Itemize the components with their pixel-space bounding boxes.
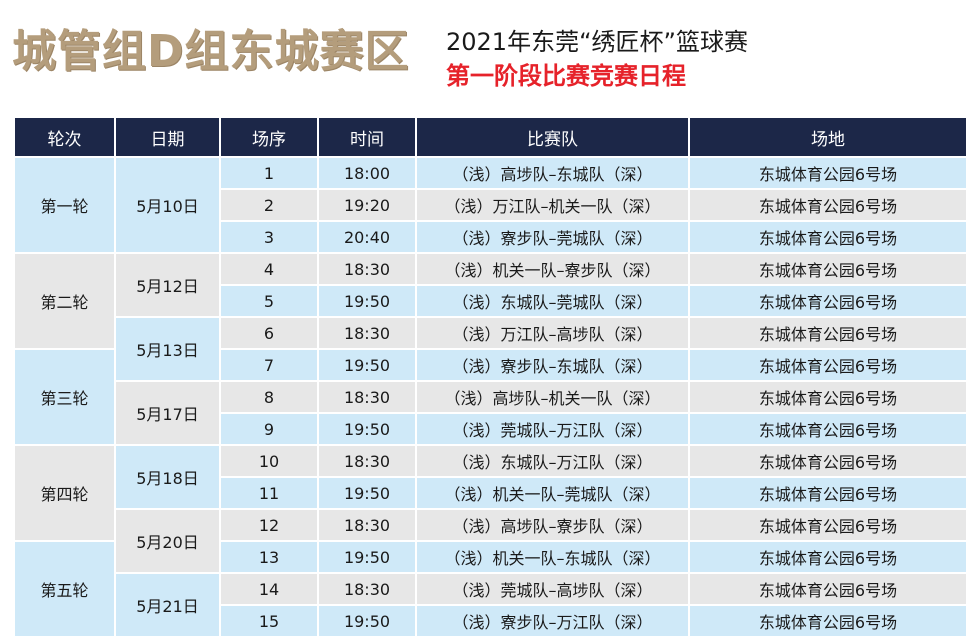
match-time: 19:50 [319, 286, 415, 316]
match-venue: 东城体育公园6号场 [690, 446, 966, 476]
match-time: 18:30 [319, 254, 415, 284]
date-cell: 5月10日 [116, 158, 219, 252]
schedule-subtitle: 第一阶段比赛竞赛日程 [446, 62, 686, 90]
match-number: 14 [221, 574, 317, 604]
match-teams: （浅）寮步队–东城队（深） [417, 350, 688, 380]
round-cell: 第五轮 [15, 542, 114, 636]
page-title: 城管组D组东城赛区 [12, 26, 410, 77]
match-teams: （浅）东城队–莞城队（深） [417, 286, 688, 316]
date-cell: 5月21日 [116, 574, 219, 636]
match-venue: 东城体育公园6号场 [690, 254, 966, 284]
match-time: 18:30 [319, 574, 415, 604]
match-teams: （浅）高埗队–寮步队（深） [417, 510, 688, 540]
match-time: 19:50 [319, 606, 415, 636]
round-cell: 第三轮 [15, 350, 114, 444]
match-teams: （浅）机关一队–莞城队（深） [417, 478, 688, 508]
match-number: 9 [221, 414, 317, 444]
match-time: 19:50 [319, 478, 415, 508]
match-teams: （浅）万江队–机关一队（深） [417, 190, 688, 220]
match-venue: 东城体育公园6号场 [690, 222, 966, 252]
column-header-time: 时间 [319, 118, 415, 156]
match-time: 18:30 [319, 382, 415, 412]
match-venue: 东城体育公园6号场 [690, 382, 966, 412]
match-venue: 东城体育公园6号场 [690, 606, 966, 636]
match-time: 18:30 [319, 446, 415, 476]
match-venue: 东城体育公园6号场 [690, 542, 966, 572]
event-subtitle: 2021年东莞“绣匠杯”篮球赛 [446, 28, 748, 56]
match-venue: 东城体育公园6号场 [690, 318, 966, 348]
date-cell: 5月13日 [116, 318, 219, 380]
match-venue: 东城体育公园6号场 [690, 350, 966, 380]
match-number: 1 [221, 158, 317, 188]
date-cell: 5月18日 [116, 446, 219, 508]
round-cell: 第二轮 [15, 254, 114, 348]
match-teams: （浅）高埗队–东城队（深） [417, 158, 688, 188]
match-venue: 东城体育公园6号场 [690, 414, 966, 444]
match-number: 2 [221, 190, 317, 220]
match-time: 18:00 [319, 158, 415, 188]
match-teams: （浅）东城队–万江队（深） [417, 446, 688, 476]
match-time: 18:30 [319, 510, 415, 540]
match-number: 15 [221, 606, 317, 636]
match-venue: 东城体育公园6号场 [690, 190, 966, 220]
round-cell: 第一轮 [15, 158, 114, 252]
match-time: 20:40 [319, 222, 415, 252]
match-time: 19:20 [319, 190, 415, 220]
match-time: 19:50 [319, 414, 415, 444]
match-number: 12 [221, 510, 317, 540]
date-cell: 5月17日 [116, 382, 219, 444]
column-header-venue: 场地 [690, 118, 966, 156]
match-number: 5 [221, 286, 317, 316]
match-number: 8 [221, 382, 317, 412]
round-cell: 第四轮 [15, 446, 114, 540]
match-number: 13 [221, 542, 317, 572]
match-venue: 东城体育公园6号场 [690, 478, 966, 508]
column-header-round: 轮次 [15, 118, 114, 156]
match-teams: （浅）万江队–高埗队（深） [417, 318, 688, 348]
match-teams: （浅）机关一队–东城队（深） [417, 542, 688, 572]
match-venue: 东城体育公园6号场 [690, 158, 966, 188]
match-number: 3 [221, 222, 317, 252]
match-time: 18:30 [319, 318, 415, 348]
match-teams: （浅）寮步队–莞城队（深） [417, 222, 688, 252]
match-venue: 东城体育公园6号场 [690, 510, 966, 540]
date-cell: 5月20日 [116, 510, 219, 572]
match-teams: （浅）高埗队–机关一队（深） [417, 382, 688, 412]
match-number: 10 [221, 446, 317, 476]
match-teams: （浅）机关一队–寮步队（深） [417, 254, 688, 284]
column-header-date: 日期 [116, 118, 219, 156]
match-number: 6 [221, 318, 317, 348]
schedule-table: 轮次 日期 场序 时间 比赛队 场地 第一轮 第二轮 第三轮 第四轮 第五轮 5… [15, 118, 966, 636]
match-venue: 东城体育公园6号场 [690, 286, 966, 316]
match-number: 4 [221, 254, 317, 284]
date-cell: 5月12日 [116, 254, 219, 316]
match-time: 19:50 [319, 542, 415, 572]
match-teams: （浅）寮步队–万江队（深） [417, 606, 688, 636]
match-venue: 东城体育公园6号场 [690, 574, 966, 604]
match-teams: （浅）莞城队–万江队（深） [417, 414, 688, 444]
column-header-number: 场序 [221, 118, 317, 156]
match-number: 11 [221, 478, 317, 508]
match-time: 19:50 [319, 350, 415, 380]
match-teams: （浅）莞城队–高埗队（深） [417, 574, 688, 604]
column-header-match: 比赛队 [417, 118, 688, 156]
match-number: 7 [221, 350, 317, 380]
